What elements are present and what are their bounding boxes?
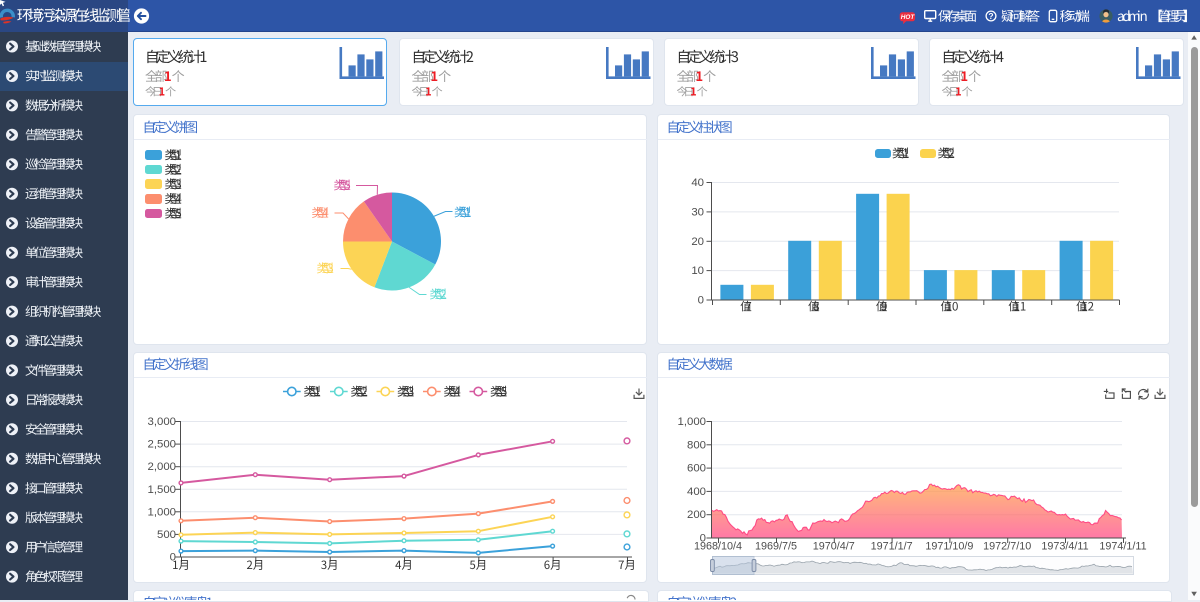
- svg-text:0: 0: [700, 533, 706, 545]
- svg-text:10: 10: [691, 265, 704, 277]
- svg-text:20: 20: [691, 236, 704, 248]
- svg-text:30: 30: [691, 206, 704, 218]
- svg-text:200: 200: [687, 509, 706, 521]
- svg-text:1968/10/4: 1968/10/4: [694, 541, 742, 553]
- svg-text:2,500: 2,500: [147, 439, 176, 451]
- svg-text:?: ?: [988, 11, 993, 21]
- svg-text:600: 600: [687, 463, 706, 475]
- svg-text:2,000: 2,000: [147, 461, 176, 473]
- svg-text:3,000: 3,000: [147, 416, 176, 428]
- svg-text:1,000: 1,000: [147, 506, 176, 518]
- svg-text:800: 800: [687, 439, 706, 451]
- svg-text:1,000: 1,000: [677, 416, 706, 428]
- svg-text:500: 500: [157, 529, 176, 541]
- svg-text:1972/7/10: 1972/7/10: [983, 541, 1031, 553]
- svg-text:HOT: HOT: [901, 14, 916, 21]
- svg-text:1970/4/7: 1970/4/7: [813, 541, 855, 553]
- svg-text:1971/10/9: 1971/10/9: [925, 541, 973, 553]
- svg-text:1974/1/11: 1974/1/11: [1099, 541, 1146, 553]
- svg-text:1973/4/11: 1973/4/11: [1041, 541, 1088, 553]
- svg-text:1,500: 1,500: [147, 484, 176, 496]
- svg-text:1969/7/5: 1969/7/5: [755, 541, 797, 553]
- svg-text:40: 40: [691, 177, 704, 189]
- svg-text:0: 0: [170, 552, 176, 564]
- svg-text:0: 0: [698, 295, 704, 307]
- svg-text:400: 400: [687, 486, 706, 498]
- svg-text:1971/1/7: 1971/1/7: [871, 541, 913, 553]
